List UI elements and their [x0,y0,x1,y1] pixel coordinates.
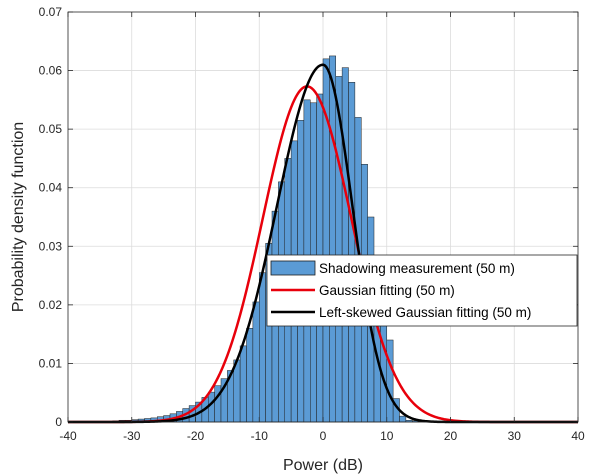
x-tick-label: 30 [508,429,522,443]
y-tick-label: 0.05 [39,122,63,136]
x-tick-label: 0 [320,429,327,443]
y-tick-label: 0.06 [39,64,63,78]
histogram-bar [341,67,349,423]
y-tick-label: 0.07 [39,5,63,19]
legend-label-skewed: Left-skewed Gaussian fitting (50 m) [319,305,531,320]
histogram-bar [348,82,356,423]
y-tick-labels: 0 0.01 0.02 0.03 0.04 0.05 0.06 0.07 [39,5,578,429]
y-tick-label: 0.03 [39,239,63,253]
y-tick-label: 0.01 [39,356,63,370]
legend-label-gaussian: Gaussian fitting (50 m) [319,283,455,298]
histogram-bar [386,339,394,423]
y-tick-label: 0.04 [39,181,63,195]
x-tick-label: -40 [59,429,77,443]
legend-swatch-histogram [270,260,316,276]
y-tick-label: 0.02 [39,298,63,312]
legend-label-histogram: Shadowing measurement (50 m) [319,261,515,276]
histogram-bar [259,272,266,423]
legend-box [266,254,578,327]
histogram-bar [399,415,407,423]
x-tick-label: -10 [251,429,269,443]
x-tick-label: -20 [187,429,205,443]
y-tick-label: 0 [55,415,62,429]
y-axis-label: Probability density function [10,122,27,312]
legend: Shadowing measurement (50 m) Gaussian fi… [266,254,578,327]
x-tick-label: -30 [123,429,141,443]
histogram-bar [239,345,247,423]
histogram-bar [329,55,336,423]
x-tick-label: 20 [444,429,458,443]
x-tick-label: 10 [380,429,394,443]
histogram-bar [233,359,241,423]
histogram-bar [246,328,254,423]
x-tick-labels: -40 -30 -20 -10 0 10 20 30 40 [59,12,585,443]
x-tick-label: 40 [571,429,585,443]
histogram-bar [252,301,260,423]
x-axis-label: Power (dB) [283,457,363,474]
